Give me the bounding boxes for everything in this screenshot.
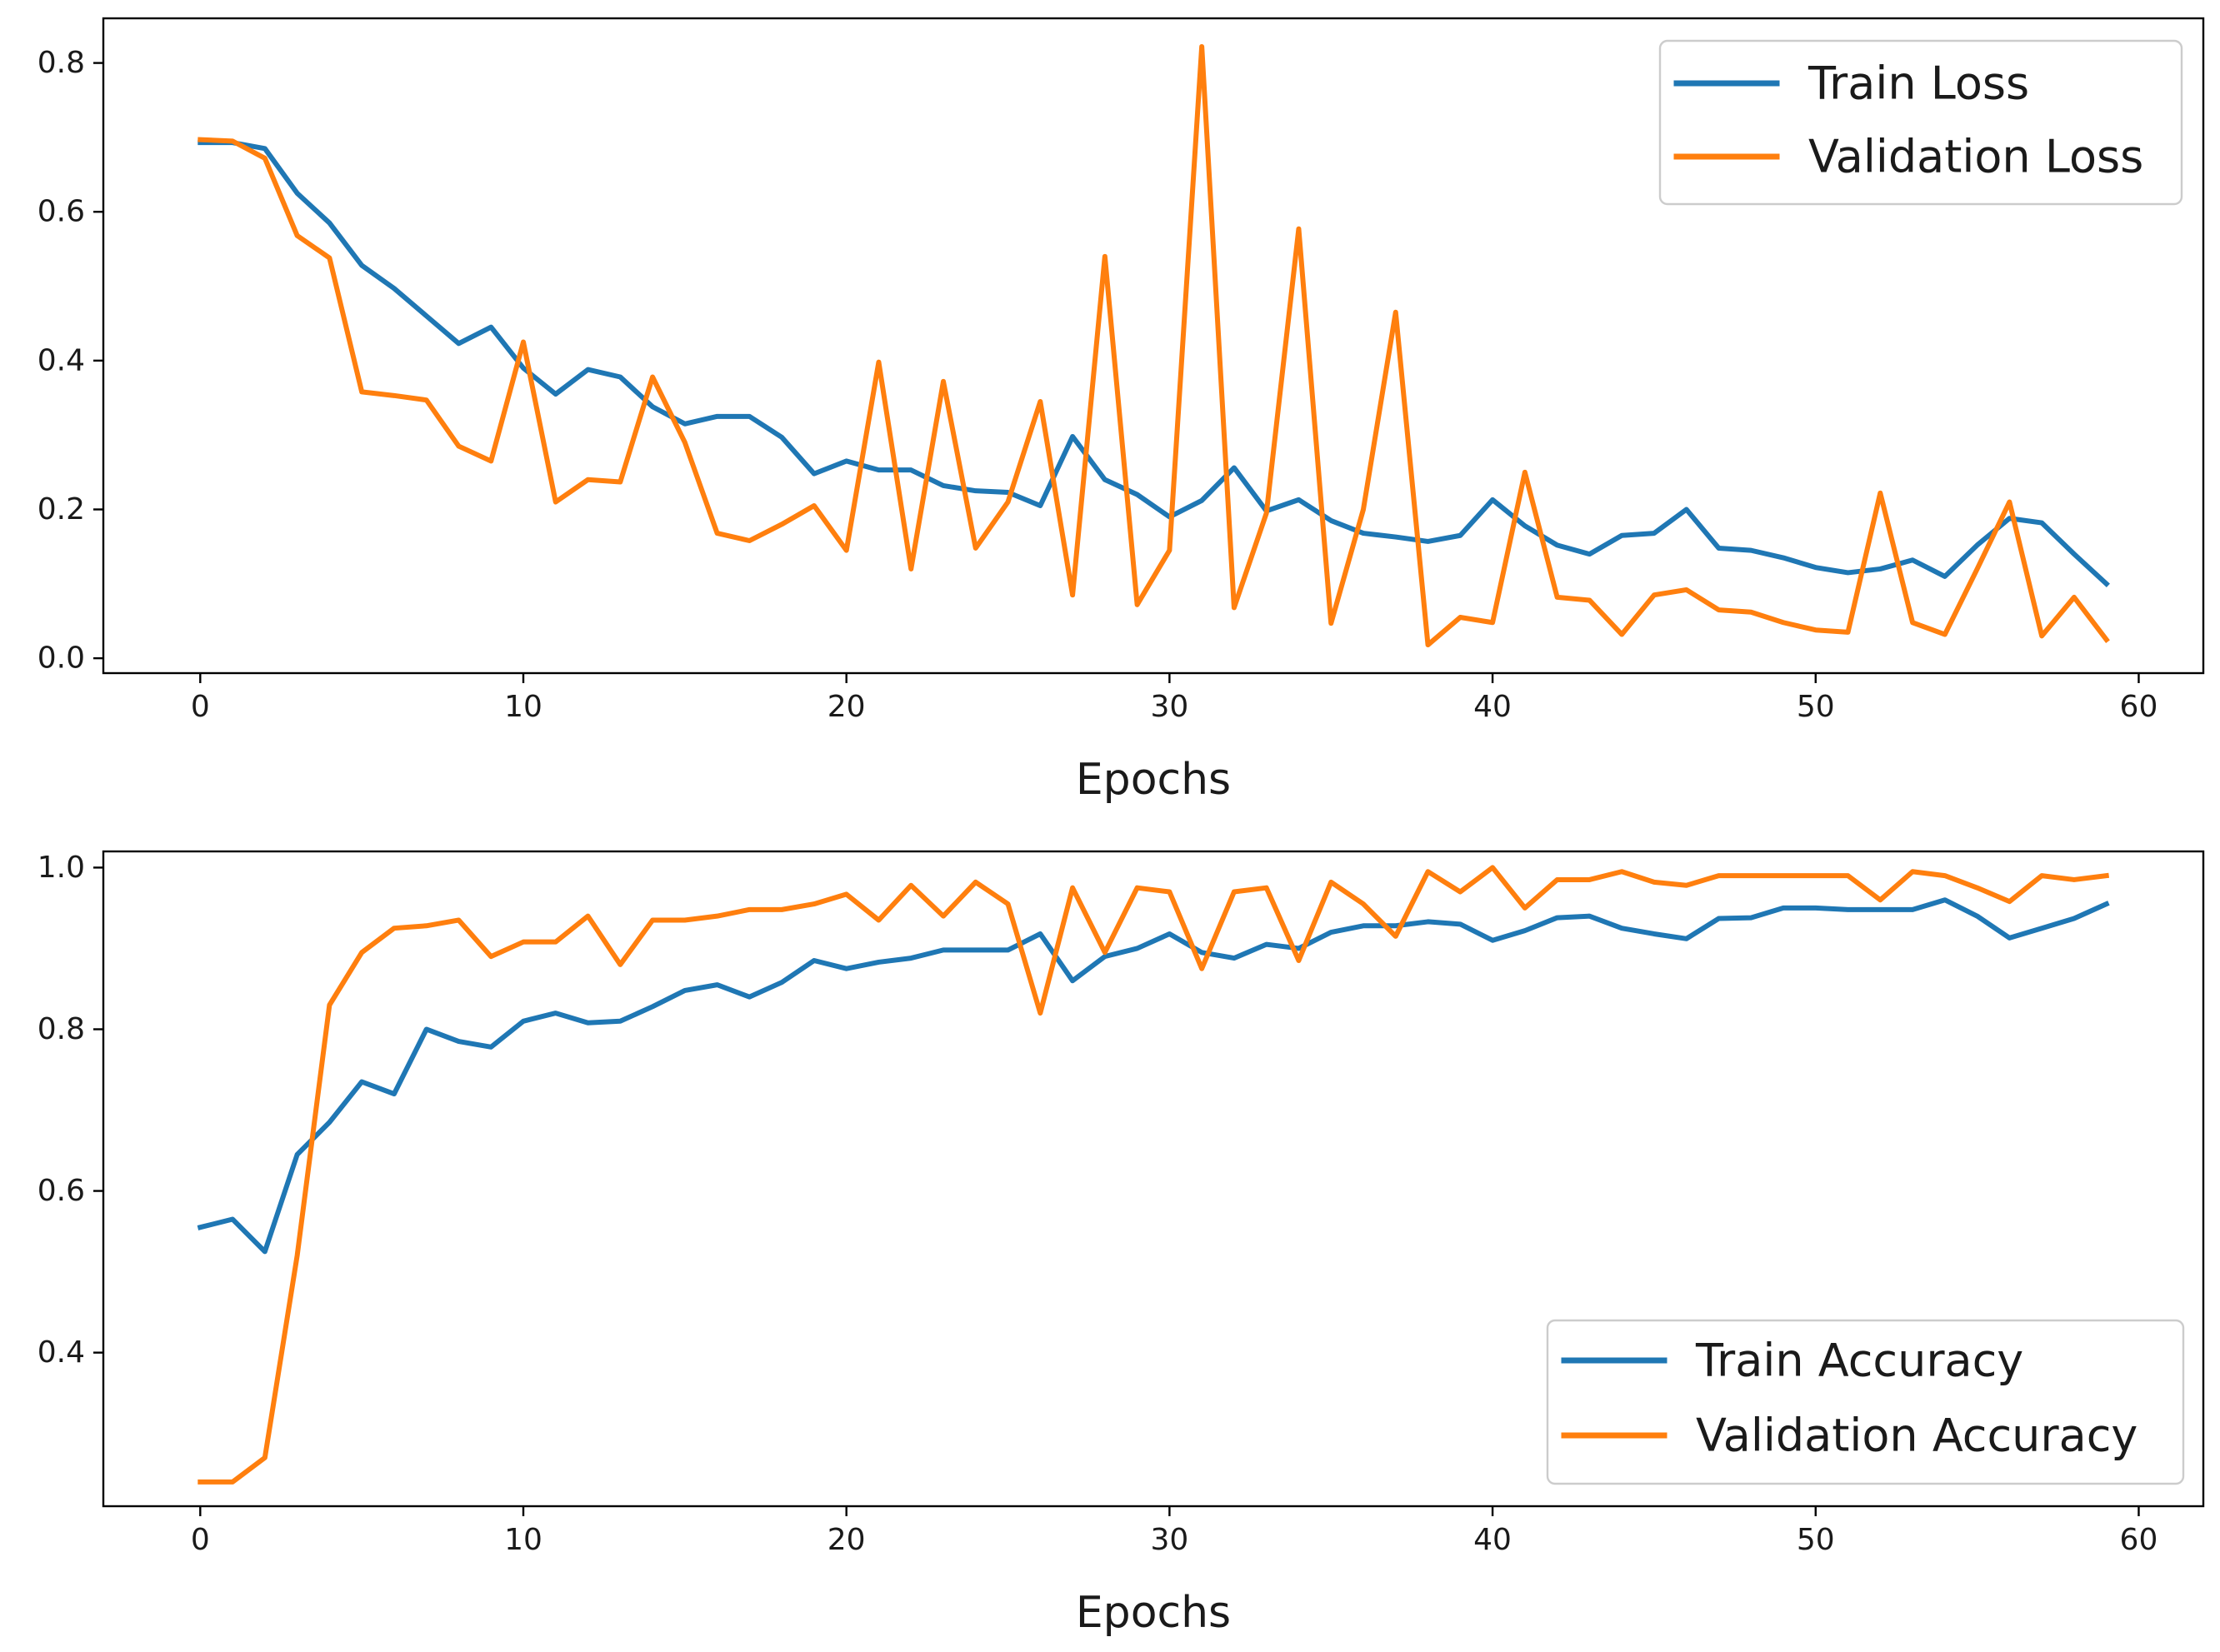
loss-y-tick-label: 0.0	[38, 641, 85, 676]
accuracy-series-lines	[197, 865, 2110, 1485]
accuracy-x-tick-label: 10	[504, 1523, 542, 1557]
loss-x-tick-label: 0	[191, 690, 210, 724]
accuracy-y-tick-label: 0.8	[38, 1012, 85, 1046]
loss-x-tick-label: 20	[828, 690, 866, 724]
accuracy-x-axis: 0 10 20 30 40 50 60	[191, 1506, 2158, 1557]
series-line-validation-loss	[198, 43, 2110, 648]
loss-series-lines	[198, 43, 2110, 648]
accuracy-y-axis: 0.4 0.6 0.8 1.0	[38, 851, 103, 1370]
accuracy-x-tick-label: 30	[1150, 1523, 1188, 1557]
loss-panel: 0.0 0.2 0.4 0.6 0.8 0 10 20 30 40 50 60 Epochs Tra…	[38, 17, 2205, 805]
accuracy-x-axis-label: Epochs	[1076, 1588, 1231, 1638]
loss-x-tick-label: 60	[2120, 690, 2158, 724]
loss-legend-box	[1658, 39, 2183, 206]
accuracy-x-tick-label: 60	[2120, 1523, 2158, 1557]
loss-y-tick-label: 0.6	[38, 195, 85, 229]
loss-y-tick-label: 0.2	[38, 492, 85, 527]
loss-y-axis: 0.0 0.2 0.4 0.6 0.8	[38, 46, 103, 676]
series-line-train-accuracy	[197, 897, 2110, 1255]
loss-y-tick-label: 0.4	[38, 343, 85, 377]
loss-x-axis-label: Epochs	[1076, 755, 1231, 805]
loss-x-axis: 0 10 20 30 40 50 60	[191, 673, 2158, 724]
accuracy-y-tick-label: 0.4	[38, 1335, 85, 1370]
loss-x-tick-label: 40	[1473, 690, 1512, 724]
accuracy-panel: 0.4 0.6 0.8 1.0 0 10 20 30 40 50 60 Epochs Train …	[38, 850, 2205, 1638]
legend-label-validation-loss: Validation Loss	[1808, 131, 2143, 183]
accuracy-y-tick-label: 0.6	[38, 1174, 85, 1208]
accuracy-y-tick-label: 1.0	[38, 851, 85, 885]
accuracy-legend: Train Accuracy Validation Accuracy	[1546, 1319, 2185, 1485]
legend-label-train-accuracy: Train Accuracy	[1695, 1335, 2023, 1387]
loss-legend: Train Loss Validation Loss	[1658, 39, 2183, 206]
accuracy-x-tick-label: 20	[828, 1523, 866, 1557]
loss-x-tick-label: 30	[1150, 690, 1188, 724]
accuracy-x-tick-label: 50	[1797, 1523, 1835, 1557]
series-line-validation-accuracy	[198, 865, 2110, 1485]
loss-x-tick-label: 50	[1797, 690, 1835, 724]
loss-x-tick-label: 10	[504, 690, 542, 724]
accuracy-legend-box	[1546, 1319, 2185, 1485]
legend-label-train-loss: Train Loss	[1808, 57, 2029, 110]
legend-label-validation-accuracy: Validation Accuracy	[1696, 1410, 2138, 1462]
loss-y-tick-label: 0.8	[38, 46, 85, 80]
accuracy-x-tick-label: 40	[1473, 1523, 1512, 1557]
accuracy-x-tick-label: 0	[191, 1523, 210, 1557]
